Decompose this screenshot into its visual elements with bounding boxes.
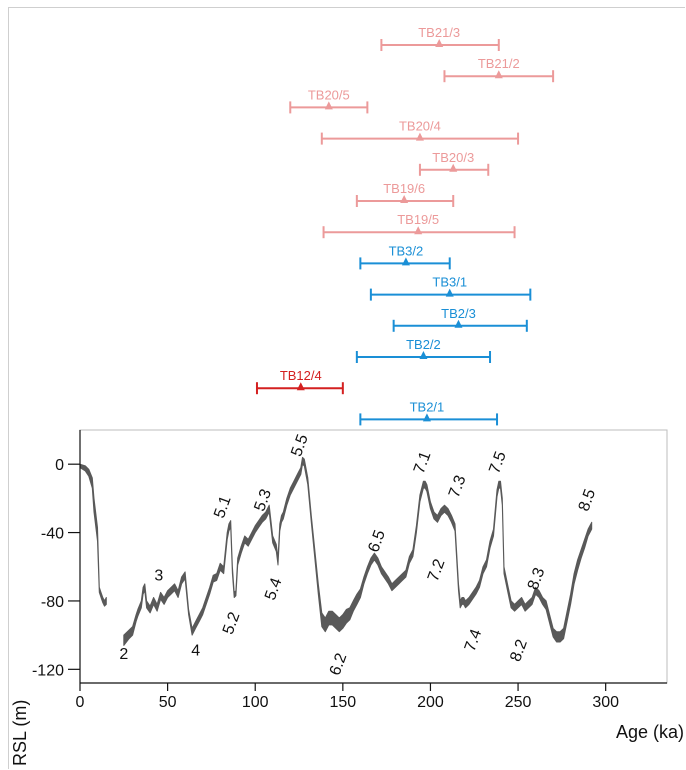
age-estimate-TB20-5: TB20/5 xyxy=(289,87,369,114)
age-estimate-TB2-1: TB2/1 xyxy=(359,399,499,426)
sample-label: TB21/3 xyxy=(418,25,460,40)
sample-label: TB3/1 xyxy=(432,275,467,290)
age-estimate-TB21-2: TB21/2 xyxy=(443,56,555,83)
age-estimate-TB3-2: TB3/2 xyxy=(359,243,451,270)
rsl-curve-panel: 2 3 4 5.1 5.2 5.3 5.4 5.5 6.2 6.5 7.1 7.2 7.3 7.4 7.5 8… xyxy=(32,429,668,711)
sample-label: TB21/2 xyxy=(478,56,520,71)
mis-label: 7.2 xyxy=(425,557,449,584)
age-marker-triangle xyxy=(445,288,454,297)
sample-label: TB2/3 xyxy=(441,306,476,321)
age-marker-triangle xyxy=(414,226,423,235)
mis-label: 7.5 xyxy=(486,449,510,476)
mis-label: 5.3 xyxy=(251,487,275,514)
mis-label: 8.5 xyxy=(576,487,600,514)
age-marker-triangle xyxy=(400,195,409,203)
x-tick-label: 250 xyxy=(505,694,532,711)
age-estimate-TB12-4: TB12/4 xyxy=(255,368,344,395)
sample-label: TB12/4 xyxy=(280,368,322,383)
mis-label: 6.2 xyxy=(327,651,351,678)
age-marker-triangle xyxy=(422,413,431,422)
x-tick-label: 150 xyxy=(329,694,356,711)
rsl-band-segment-1 xyxy=(79,463,107,607)
axes-group: 0 -40 -80 -120 0 50 100 150 200 250 300 xyxy=(32,430,667,711)
sample-label: TB3/2 xyxy=(389,243,424,258)
age-estimate-TB20-4: TB20/4 xyxy=(320,119,520,145)
y-tick-label: -120 xyxy=(32,662,64,679)
age-marker-triangle xyxy=(401,257,410,266)
mis-label: 8.2 xyxy=(507,637,531,664)
x-tick-label: 300 xyxy=(592,694,619,711)
mis-label: 5.2 xyxy=(220,610,244,637)
x-tick-label: 50 xyxy=(159,694,177,711)
age-estimate-TB21-3: TB21/3 xyxy=(380,25,500,51)
age-marker-triangle xyxy=(296,382,305,391)
y-tick-label: -40 xyxy=(41,526,64,543)
age-estimate-TB3-1: TB3/1 xyxy=(369,275,532,301)
age-estimates-panel: TB21/3 TB21/2 TB20/5 TB20/4 TB20/3 TB19/6 TB19… xyxy=(255,25,555,426)
age-marker-triangle xyxy=(324,101,333,110)
age-estimate-TB20-3: TB20/3 xyxy=(418,150,490,176)
x-tick-label: 100 xyxy=(242,694,269,711)
sample-label: TB20/5 xyxy=(308,87,350,102)
mis-label: 5.5 xyxy=(288,432,312,459)
rsl-curve-group xyxy=(79,456,593,646)
sample-label: TB19/6 xyxy=(383,181,425,196)
sample-label: TB2/2 xyxy=(406,337,441,352)
age-marker-triangle xyxy=(419,351,428,359)
age-marker-triangle xyxy=(449,163,458,172)
age-marker-triangle xyxy=(454,319,463,328)
sample-label: TB20/4 xyxy=(399,119,441,134)
mis-label: 7.4 xyxy=(462,627,486,654)
age-estimate-TB19-6: TB19/6 xyxy=(355,181,455,207)
mis-label: 4 xyxy=(191,643,200,660)
sample-label: TB19/5 xyxy=(397,212,439,227)
mis-label: 7.1 xyxy=(411,449,435,476)
sample-label: TB2/1 xyxy=(410,399,445,414)
age-marker-triangle xyxy=(494,70,503,79)
mis-label: 5.1 xyxy=(211,494,235,521)
y-tick-label: -80 xyxy=(41,594,64,611)
mis-label: 5.4 xyxy=(262,576,286,603)
rsl-band-segment-2 xyxy=(123,456,593,646)
mis-label: 6.5 xyxy=(365,528,389,555)
mis-label: 2 xyxy=(119,646,128,663)
mis-label: 8.3 xyxy=(525,565,549,592)
age-marker-triangle xyxy=(435,39,444,47)
sample-label: TB20/3 xyxy=(432,150,474,165)
y-axis-title: RSL (m) xyxy=(10,700,30,766)
age-estimate-TB2-2: TB2/2 xyxy=(355,337,492,363)
mis-labels-group: 2 3 4 5.1 5.2 5.3 5.4 5.5 6.2 6.5 7.1 7.2 7.3 7.4 7.5 8… xyxy=(119,432,599,678)
y-tick-label: 0 xyxy=(55,457,64,474)
x-tick-label: 0 xyxy=(76,694,85,711)
mis-label: 7.3 xyxy=(446,473,470,500)
mis-label: 3 xyxy=(154,567,163,584)
age-estimate-TB19-5: TB19/5 xyxy=(322,212,516,239)
x-tick-label: 200 xyxy=(417,694,444,711)
age-marker-triangle xyxy=(415,132,424,141)
age-estimate-TB2-3: TB2/3 xyxy=(392,306,528,332)
x-axis-title: Age (ka) xyxy=(616,722,684,742)
